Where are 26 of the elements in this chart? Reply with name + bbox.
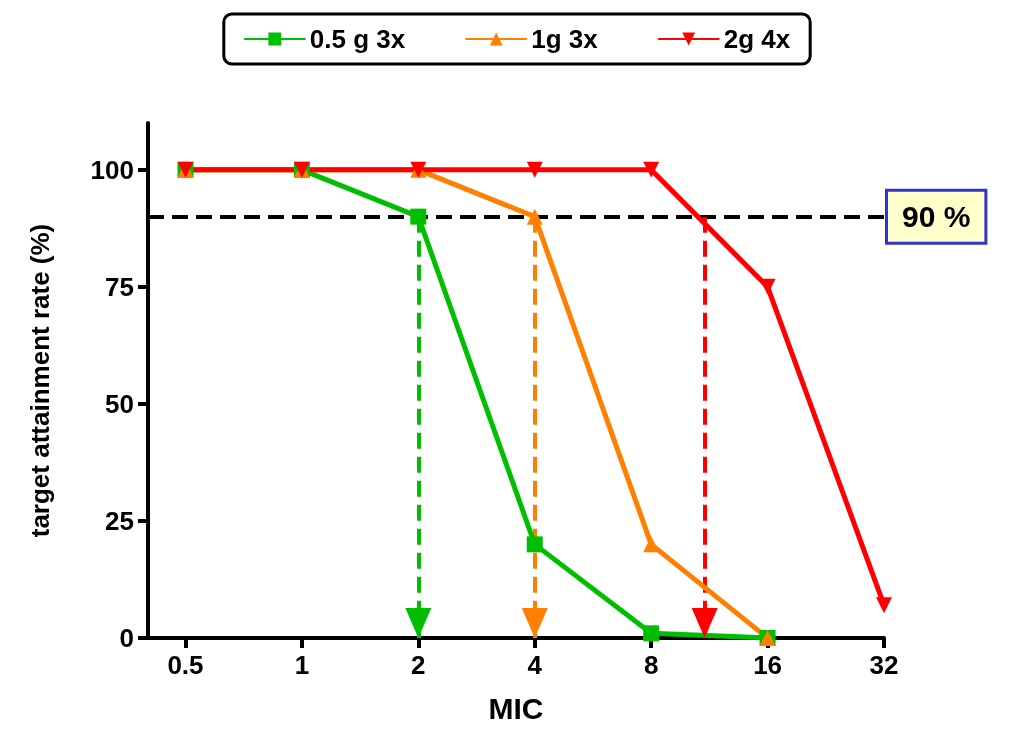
y-tick-label: 0 xyxy=(119,623,134,653)
x-tick-label: 0.5 xyxy=(167,650,204,680)
point xyxy=(643,625,660,642)
y-tick-label: 25 xyxy=(105,505,134,536)
point xyxy=(526,161,543,178)
y-tick-label: 50 xyxy=(105,388,134,419)
legend-label: 0.5 g 3x xyxy=(309,24,406,54)
x-tick-label: 8 xyxy=(643,650,659,680)
point xyxy=(876,597,892,614)
legend-label: 2g 4x xyxy=(723,24,791,54)
point xyxy=(643,536,660,553)
x-tick-label: 2 xyxy=(411,650,426,680)
x-tick-label: 32 xyxy=(869,650,899,680)
x-axis-title: MIC xyxy=(488,691,544,725)
y-tick-label: 100 xyxy=(90,154,134,185)
y-axis-title: target attainment rate (%) xyxy=(25,223,55,538)
point xyxy=(526,208,543,225)
point xyxy=(643,161,660,178)
legend-label: 1g 3x xyxy=(531,24,599,54)
y-tick-label: 75 xyxy=(105,271,134,302)
point xyxy=(410,208,427,225)
x-tick-label: 1 xyxy=(294,650,310,680)
x-tick-label: 4 xyxy=(527,650,543,680)
x-tick-label: 16 xyxy=(753,650,783,680)
point xyxy=(526,536,543,553)
ref-line-label: 90 % xyxy=(902,200,971,234)
